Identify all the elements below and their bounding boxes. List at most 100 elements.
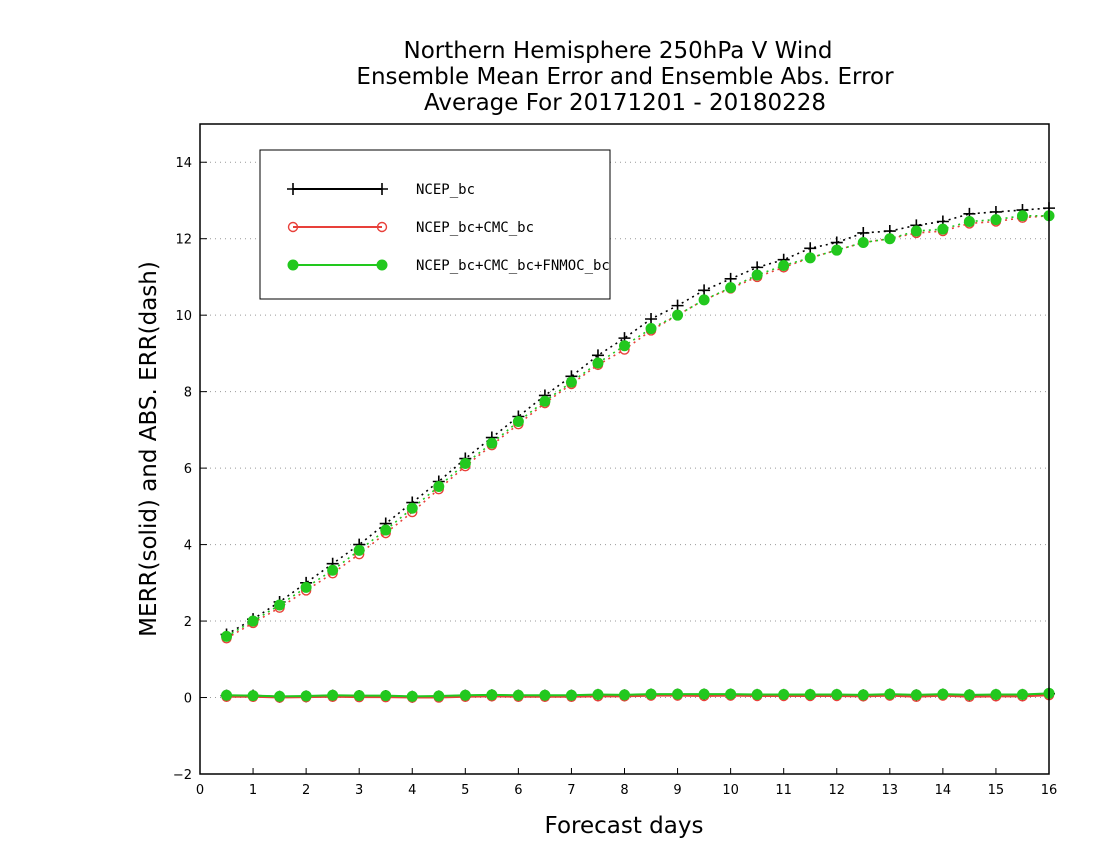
data-point xyxy=(937,223,949,235)
data-point xyxy=(884,688,896,700)
x-tick-label: 12 xyxy=(828,783,845,798)
data-point xyxy=(300,690,312,702)
data-point xyxy=(592,688,604,700)
data-point xyxy=(645,313,658,325)
data-point xyxy=(486,437,498,449)
data-point xyxy=(221,630,233,642)
y-tick-label: −2 xyxy=(173,768,192,783)
data-point xyxy=(287,183,299,195)
data-point xyxy=(539,689,551,701)
data-point xyxy=(990,688,1002,700)
y-tick-label: 0 xyxy=(184,692,192,707)
data-point xyxy=(910,225,922,237)
x-axis: 0 1 2 3 4 5 6 7 8 9 10 11 12 13 14 15 16 xyxy=(196,768,1057,798)
data-point xyxy=(287,221,299,233)
x-tick-label: 8 xyxy=(620,783,628,798)
data-point xyxy=(778,259,790,271)
data-point xyxy=(831,244,843,256)
y-tick-label: 10 xyxy=(175,309,192,324)
data-point xyxy=(884,233,896,245)
data-point xyxy=(804,242,817,255)
data-point xyxy=(353,690,365,702)
data-point xyxy=(619,340,630,352)
data-point xyxy=(406,690,418,702)
data-point xyxy=(857,237,869,249)
title-line-1: Northern Hemisphere 250hPa V Wind xyxy=(404,38,833,64)
y-tick-label: 6 xyxy=(184,462,192,477)
y-tick-label: 4 xyxy=(184,539,192,554)
data-point xyxy=(725,282,737,294)
x-tick-label: 11 xyxy=(775,783,792,798)
data-point xyxy=(300,581,312,593)
data-point xyxy=(963,689,975,701)
data-point xyxy=(963,216,975,227)
y-axis-label: MERR(solid) and ABS. ERR(dash) xyxy=(136,261,162,637)
legend: NCEP_bc NCEP_bc+CMC_bc NCEP_bc+CMC_bc+FNMO… xyxy=(259,149,611,300)
x-axis-label: Forecast days xyxy=(545,813,704,839)
data-point xyxy=(287,259,299,271)
data-point xyxy=(672,688,684,700)
data-point xyxy=(380,690,392,702)
data-point xyxy=(327,564,339,576)
data-point xyxy=(459,458,471,470)
data-point xyxy=(671,299,684,312)
data-point xyxy=(565,689,577,701)
data-point xyxy=(376,259,388,271)
data-point xyxy=(804,252,816,264)
x-tick-label: 4 xyxy=(408,783,416,798)
data-point xyxy=(937,688,949,700)
x-tick-label: 0 xyxy=(196,783,204,798)
data-point xyxy=(778,688,790,700)
data-point xyxy=(1016,688,1028,700)
data-point xyxy=(565,376,577,388)
title-line-3: Average For 20171201 - 20180228 xyxy=(424,90,826,116)
data-point xyxy=(990,214,1002,226)
legend-item-0: NCEP_bc xyxy=(287,182,475,198)
data-point xyxy=(857,226,870,239)
series-layer xyxy=(220,202,1055,703)
legend-item-2: NCEP_bc+CMC_bc+FNMOC_bc xyxy=(287,258,610,274)
data-point xyxy=(831,688,843,700)
data-point xyxy=(406,502,418,514)
data-point xyxy=(221,689,233,701)
data-point xyxy=(698,294,710,306)
x-tick-label: 6 xyxy=(514,783,522,798)
data-point xyxy=(698,688,710,700)
x-tick-label: 7 xyxy=(567,783,575,798)
data-point xyxy=(645,323,657,335)
data-point xyxy=(592,357,604,369)
legend-items: NCEP_bc NCEP_bc+CMC_bc NCEP_bc+CMC_bc+FNMO… xyxy=(287,182,610,274)
data-point xyxy=(645,688,657,700)
legend-item-1: NCEP_bc+CMC_bc xyxy=(287,220,534,236)
data-point xyxy=(376,183,388,195)
data-point xyxy=(376,221,388,233)
x-tick-label: 14 xyxy=(935,783,952,798)
data-point xyxy=(353,544,365,556)
data-point xyxy=(539,395,551,407)
chart-title: Northern Hemisphere 250hPa V Wind Ensemb… xyxy=(356,38,894,116)
data-point xyxy=(857,689,869,701)
data-point xyxy=(512,689,524,701)
data-point xyxy=(512,415,524,427)
data-point xyxy=(751,269,763,281)
legend-label: NCEP_bc+CMC_bc+FNMOC_bc xyxy=(416,258,610,274)
data-point xyxy=(1016,210,1028,222)
data-point xyxy=(380,524,392,536)
y-tick-label: 2 xyxy=(184,615,192,630)
data-point xyxy=(274,690,286,702)
x-tick-label: 13 xyxy=(882,783,899,798)
x-tick-label: 9 xyxy=(673,783,681,798)
data-point xyxy=(698,284,711,297)
data-point xyxy=(247,615,259,627)
series-2 xyxy=(221,210,1055,702)
data-point xyxy=(459,689,471,701)
legend-label: NCEP_bc+CMC_bc xyxy=(416,220,534,236)
data-point xyxy=(751,688,763,700)
x-tick-label: 10 xyxy=(722,783,739,798)
x-tick-label: 1 xyxy=(249,783,257,798)
legend-label: NCEP_bc xyxy=(416,182,475,198)
title-line-2: Ensemble Mean Error and Ensemble Abs. Er… xyxy=(356,64,894,90)
legend-box xyxy=(259,149,611,300)
x-tick-label: 15 xyxy=(988,783,1005,798)
